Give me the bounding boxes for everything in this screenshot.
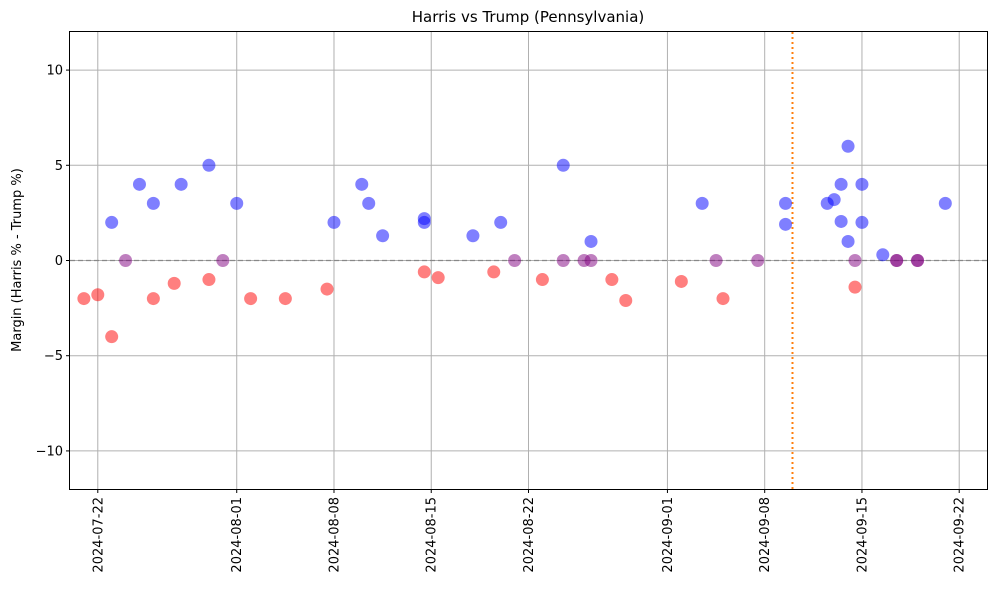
data-point [605, 273, 619, 287]
data-point [487, 265, 501, 279]
y-tick-label: −5 [44, 349, 63, 364]
data-point [362, 196, 376, 210]
data-point [716, 292, 730, 306]
data-point [779, 196, 793, 210]
data-point [146, 196, 160, 210]
data-point [535, 273, 549, 287]
data-point [848, 254, 862, 267]
x-tick-label: 2024-07-22 [91, 497, 106, 573]
data-point [779, 217, 793, 231]
y-tick-label: 10 [46, 64, 63, 79]
data-point [848, 280, 862, 294]
data-point [167, 276, 181, 290]
data-point [216, 254, 230, 267]
data-point [202, 158, 216, 172]
data-point [105, 330, 119, 344]
data-point [556, 158, 570, 172]
data-point [911, 254, 925, 267]
data-point [376, 229, 390, 243]
data-point [584, 254, 598, 267]
data-point [417, 215, 431, 229]
x-axis: 2024-07-22 2024-08-01 2024-08-08 2024-08-15… [91, 489, 968, 573]
data-point [876, 248, 890, 262]
y-tick-label: 5 [55, 159, 63, 174]
data-point [855, 177, 869, 191]
data-point [278, 292, 292, 306]
x-tick-label: 2024-08-15 [425, 497, 440, 573]
data-point [841, 139, 855, 153]
data-point [244, 292, 258, 306]
data-point [146, 292, 160, 306]
data-point [230, 196, 244, 210]
data-point [556, 254, 570, 267]
data-point [355, 177, 369, 191]
data-point [674, 274, 688, 288]
x-tick-label: 2024-09-15 [855, 497, 870, 573]
data-point [431, 271, 445, 285]
y-tick-label: 0 [55, 254, 63, 269]
data-point [466, 229, 480, 243]
x-tick-label: 2024-08-01 [230, 497, 245, 573]
data-point [834, 177, 848, 191]
data-point [91, 288, 105, 302]
data-point [417, 265, 431, 279]
data-points [77, 139, 952, 344]
data-point [508, 254, 522, 267]
y-axis: −10 −5 0 5 10 [36, 64, 70, 459]
data-point [119, 254, 133, 267]
x-tick-label: 2024-09-01 [661, 497, 676, 573]
data-point [938, 196, 952, 210]
data-point [695, 196, 709, 210]
y-axis-title: Margin (Harris % - Trump %) [10, 168, 25, 352]
data-point [584, 234, 598, 248]
data-point [834, 214, 848, 228]
data-point [105, 215, 119, 229]
y-tick-label: −10 [36, 444, 63, 459]
data-point [494, 215, 508, 229]
x-tick-label: 2024-08-08 [327, 497, 342, 573]
data-point [132, 177, 146, 191]
data-point [709, 254, 723, 267]
data-point [841, 234, 855, 248]
x-tick-label: 2024-09-08 [758, 497, 773, 573]
data-point [77, 292, 91, 306]
data-point [827, 193, 841, 207]
data-point [202, 273, 216, 287]
data-point [174, 177, 188, 191]
x-tick-label: 2024-09-22 [953, 497, 968, 573]
x-tick-label: 2024-08-22 [522, 497, 537, 573]
data-point [619, 293, 633, 307]
chart-title: Harris vs Trump (Pennsylvania) [412, 8, 645, 26]
data-point [890, 254, 904, 267]
data-point [320, 282, 334, 296]
data-point [327, 215, 341, 229]
data-point [751, 254, 765, 267]
data-point [855, 215, 869, 229]
